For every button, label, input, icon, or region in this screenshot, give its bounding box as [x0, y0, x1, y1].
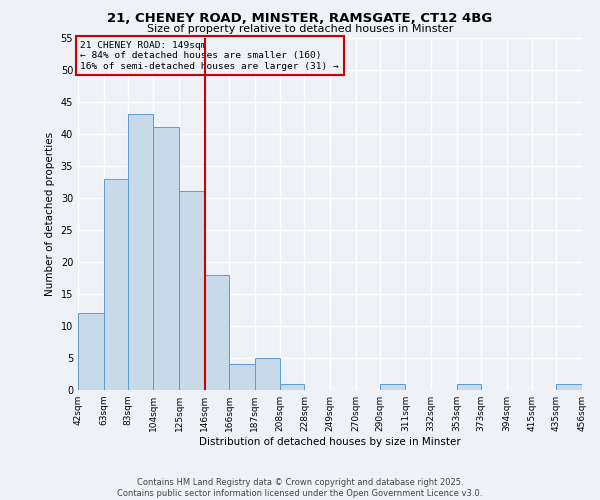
- Bar: [280, 384, 304, 390]
- X-axis label: Distribution of detached houses by size in Minster: Distribution of detached houses by size …: [199, 437, 461, 447]
- Bar: [78, 313, 104, 390]
- Text: Contains HM Land Registry data © Crown copyright and database right 2025.
Contai: Contains HM Land Registry data © Crown c…: [118, 478, 482, 498]
- Y-axis label: Number of detached properties: Number of detached properties: [45, 132, 55, 296]
- Bar: [229, 364, 254, 390]
- Bar: [556, 384, 582, 390]
- Bar: [380, 384, 406, 390]
- Bar: [179, 192, 205, 390]
- Bar: [128, 114, 154, 390]
- Bar: [104, 178, 128, 390]
- Bar: [457, 384, 481, 390]
- Text: 21, CHENEY ROAD, MINSTER, RAMSGATE, CT12 4BG: 21, CHENEY ROAD, MINSTER, RAMSGATE, CT12…: [107, 12, 493, 26]
- Text: Size of property relative to detached houses in Minster: Size of property relative to detached ho…: [147, 24, 453, 34]
- Bar: [205, 274, 229, 390]
- Bar: [254, 358, 280, 390]
- Text: 21 CHENEY ROAD: 149sqm
← 84% of detached houses are smaller (160)
16% of semi-de: 21 CHENEY ROAD: 149sqm ← 84% of detached…: [80, 40, 339, 70]
- Bar: [154, 127, 179, 390]
